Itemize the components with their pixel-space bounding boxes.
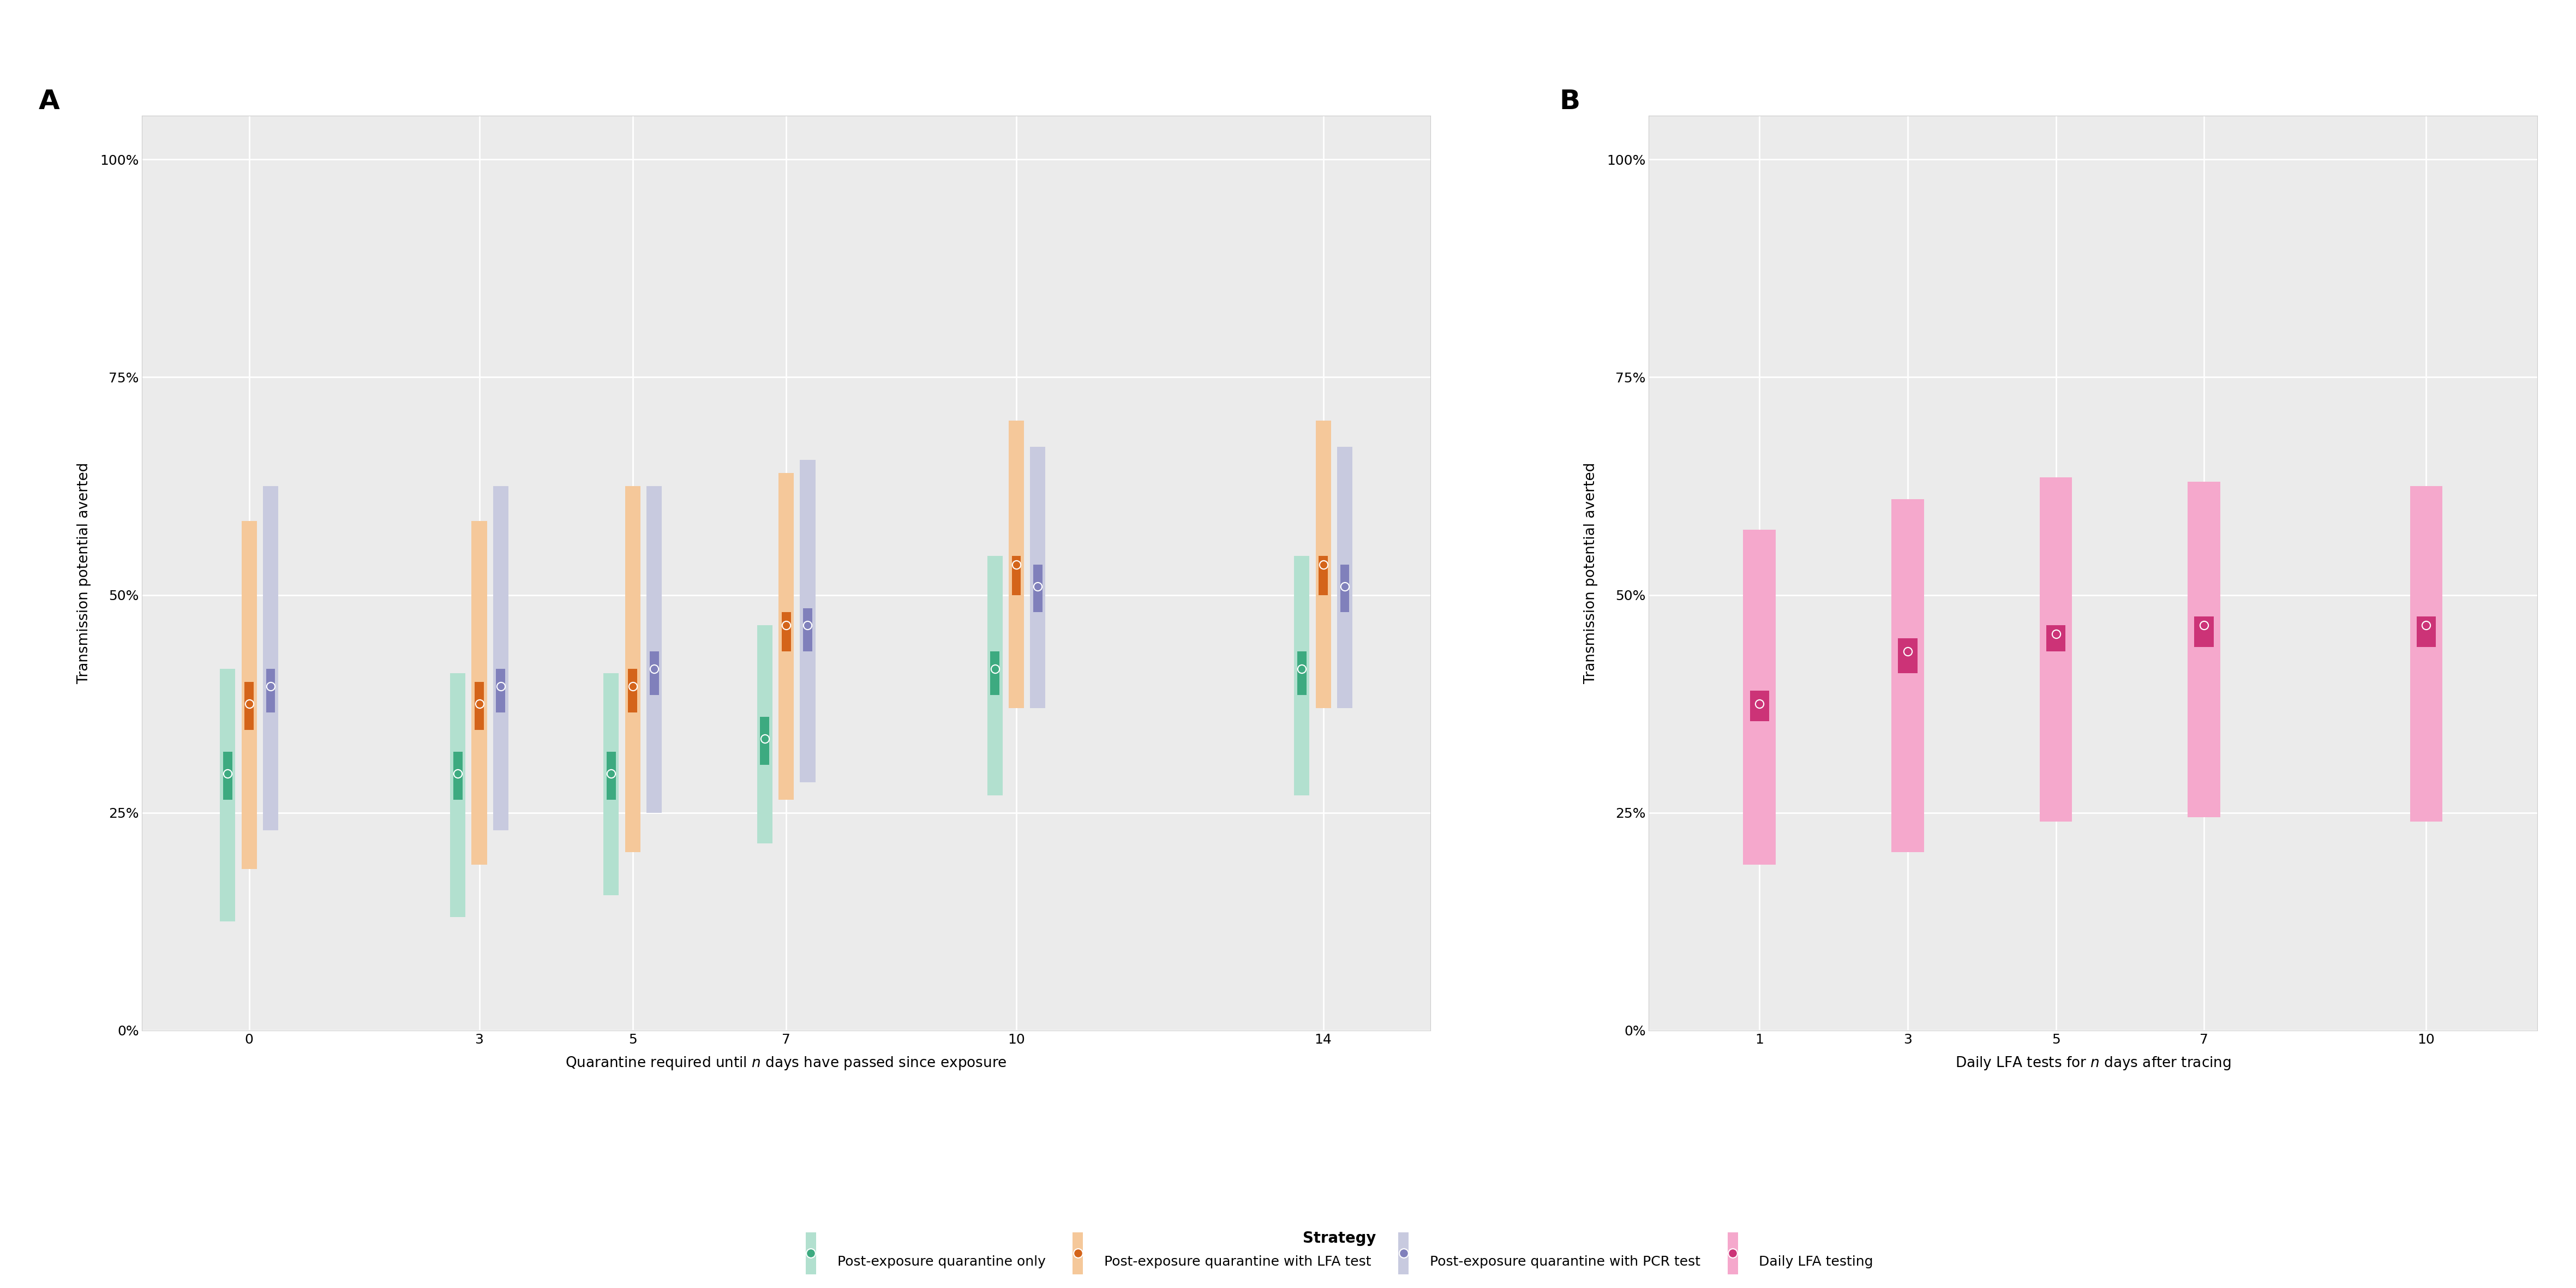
Text: A: A bbox=[39, 89, 59, 115]
Y-axis label: Transmission potential averted: Transmission potential averted bbox=[1584, 462, 1597, 684]
Text: B: B bbox=[1558, 89, 1579, 115]
X-axis label: Quarantine required until $n$ days have passed since exposure: Quarantine required until $n$ days have … bbox=[564, 1055, 1007, 1072]
X-axis label: Daily LFA tests for $n$ days after tracing: Daily LFA tests for $n$ days after traci… bbox=[1955, 1055, 2231, 1072]
Legend: Post-exposure quarantine only, Post-exposure quarantine with LFA test, Post-expo: Post-exposure quarantine only, Post-expo… bbox=[801, 1225, 1878, 1275]
Y-axis label: Transmission potential averted: Transmission potential averted bbox=[77, 462, 90, 684]
